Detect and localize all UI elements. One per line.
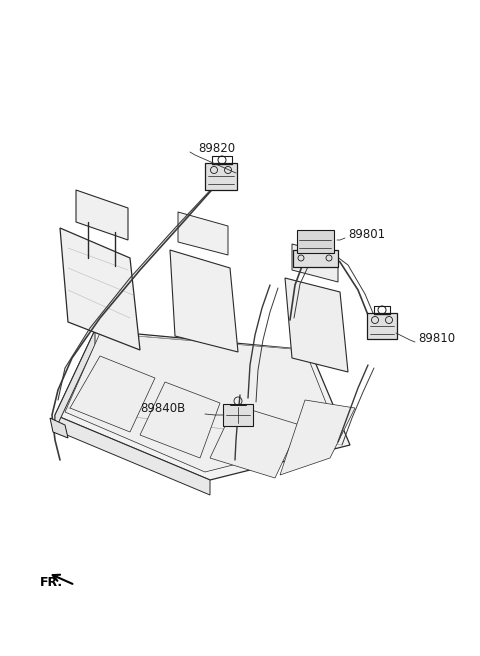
Text: 89840B: 89840B — [140, 401, 185, 415]
Text: 89820: 89820 — [198, 142, 235, 155]
FancyBboxPatch shape — [367, 313, 397, 339]
Polygon shape — [170, 250, 238, 352]
Polygon shape — [280, 400, 355, 475]
Polygon shape — [60, 228, 140, 350]
Polygon shape — [210, 405, 300, 478]
Text: FR.: FR. — [40, 577, 63, 590]
Polygon shape — [178, 212, 228, 255]
FancyBboxPatch shape — [292, 249, 337, 266]
Polygon shape — [55, 330, 350, 480]
FancyBboxPatch shape — [223, 404, 253, 426]
Polygon shape — [55, 330, 95, 430]
Polygon shape — [70, 356, 155, 432]
Polygon shape — [285, 278, 348, 372]
Polygon shape — [140, 382, 220, 458]
Polygon shape — [50, 418, 68, 438]
FancyBboxPatch shape — [297, 230, 334, 253]
Polygon shape — [65, 333, 340, 472]
FancyBboxPatch shape — [205, 163, 237, 190]
Polygon shape — [55, 415, 210, 495]
Text: 89801: 89801 — [348, 228, 385, 241]
Polygon shape — [76, 190, 128, 240]
Text: 89810: 89810 — [418, 331, 455, 344]
Polygon shape — [292, 244, 338, 282]
